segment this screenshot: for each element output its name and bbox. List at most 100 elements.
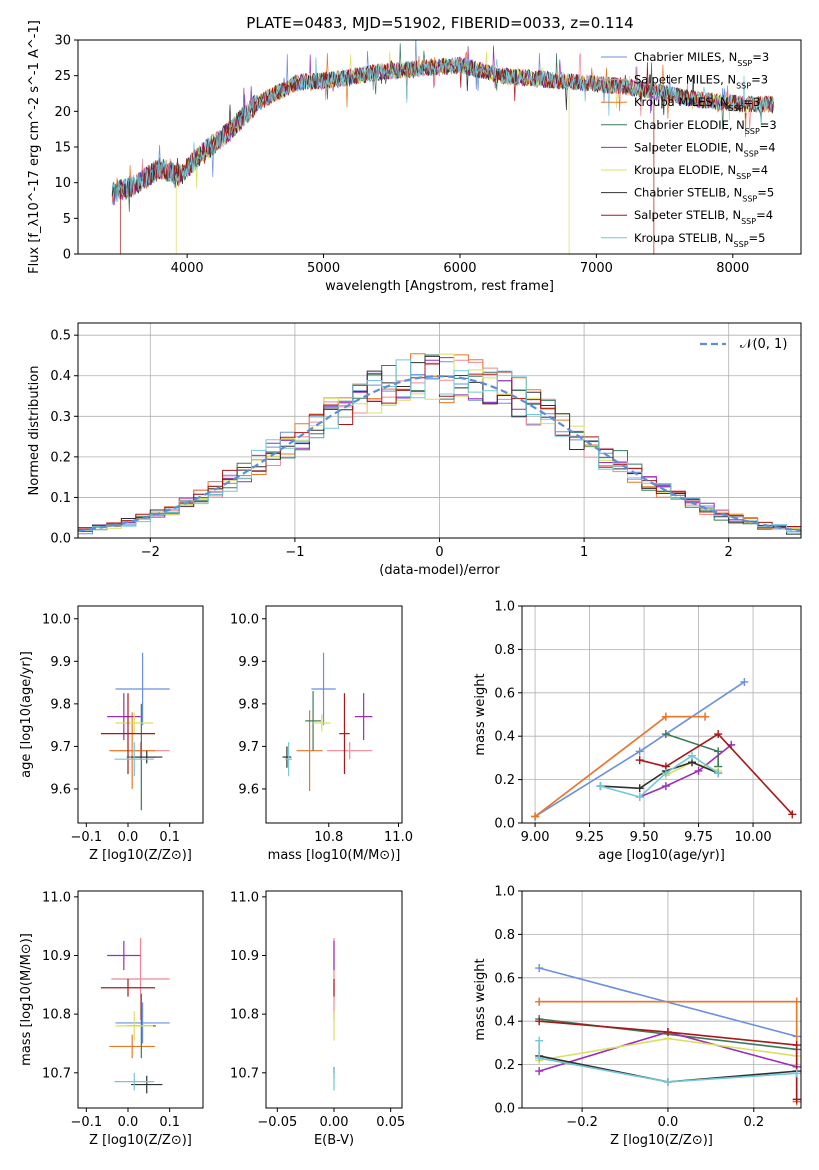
x-tick-label: 0.1 [159,1115,180,1130]
series-line-chabrier_stelib [600,761,719,790]
y-tick-label: 9.6 [50,782,71,797]
spectrum-legend: Chabrier MILES, NSSP=3 Salpeter MILES, NS… [601,50,777,248]
y-tick-label: 25 [54,69,71,84]
mass-age-plot-area [282,652,373,792]
point-marker-salpeter_stelib [635,756,644,765]
x-axis-label: wavelength [Angstrom, rest frame] [325,279,554,294]
y-tick-label: 9.9 [50,655,71,670]
residual-hist-panel: −2 −1 0 1 2 0.0 0.1 0.2 0.3 0.4 0.5 (data-model)/er… [27,322,802,578]
point-marker-chabrier_elodie [714,747,723,756]
y-tick-label: 15 [54,141,71,156]
y-tick-label: 0.0 [494,1102,515,1117]
point-marker-kroupa_stelib [535,1036,544,1045]
point-marker-kroupa_miles [531,812,540,821]
y-tick-label: 0.4 [494,1015,515,1030]
y-tick-label: 0.8 [494,928,515,943]
spectrum-plot-area [111,40,775,254]
y-tick-label: 0.2 [494,773,515,788]
x-tick-label: 0 [435,545,443,560]
series-line-kroupa_stelib [600,754,719,798]
mass-age-panel: 10.8 11.0 9.6 9.7 9.8 9.9 10.0 mass [log10(M/M⊙… [230,605,413,863]
x-tick-label: −2 [141,545,160,560]
y-tick-label: 10.9 [42,949,71,964]
y-tick-label: 10.8 [42,1008,71,1023]
age-weight-plot-area [522,606,801,823]
point-marker-chabrier_elodie [661,730,670,739]
series-line-salpeter_stelib [639,733,793,815]
x-axis-label: Z [log10(Z/Z⊙)] [89,1133,192,1148]
point-marker-kroupa_stelib [663,1077,672,1086]
y-tick-label: 0.6 [494,971,515,986]
x-tick-label: −1 [285,545,304,560]
normal-curve [78,375,801,532]
y-tick-label: 0.8 [494,643,515,658]
legend-label-normal: 𝒩(0, 1) [740,337,787,352]
x-tick-label: 8000 [716,261,749,276]
y-tick-label: 1.0 [494,885,515,900]
point-marker-kroupa_stelib [596,782,605,791]
point-marker-kroupa_stelib [635,792,644,801]
legend-label-salpeter_elodie: Salpeter ELODIE, NSSP=4 [634,140,776,158]
x-tick-label: 9.50 [630,830,659,845]
z-weight-plot-area [522,891,801,1108]
y-tick-label: 9.8 [238,697,259,712]
age-weight-panel: 9.00 9.25 9.50 9.75 10.00 0.0 0.2 0.4 0.6 0.8 1.0 a… [473,600,802,863]
spectrum-line-kroupa_stelib [111,56,774,203]
y-tick-label: 11.0 [230,890,259,905]
z-weight-panel: −0.2 0.0 0.2 0.0 0.2 0.4 0.6 0.8 1.0 Z [log10(Z/Z… [473,885,802,1148]
x-tick-label: 11.0 [384,830,413,845]
x-tick-label: 4000 [171,261,204,276]
series-line-kroupa_stelib [538,1040,797,1083]
point-marker-chabrier_miles [635,747,644,756]
y-tick-label: 10.0 [230,612,259,627]
y-tick-label: 5 [63,212,71,227]
x-tick-label: 5000 [307,261,340,276]
y-tick-label: 0 [63,248,71,263]
point-marker-salpeter_stelib [714,730,723,739]
x-axis-label: Z [log10(Z/Z⊙)] [89,848,192,863]
x-tick-label: 0.0 [658,1115,679,1130]
point-marker-chabrier_miles [740,677,749,686]
z-age-frame [77,605,204,824]
x-tick-label: 0.05 [376,1115,405,1130]
point-marker-kroupa_stelib [535,1054,544,1063]
y-tick-label: 11.0 [42,890,71,905]
legend-label-chabrier_miles: Chabrier MILES, NSSP=3 [634,50,769,68]
y-tick-label: 0.4 [50,369,71,384]
legend-label-chabrier_elodie: Chabrier ELODIE, NSSP=3 [634,118,777,136]
z-weight-frame [521,890,802,1109]
y-tick-label: 10.0 [42,612,71,627]
y-axis-label: mass weight [473,958,488,1040]
y-tick-label: 10.9 [230,949,259,964]
legend-label-kroupa_elodie: Kroupa ELODIE, NSSP=4 [634,163,768,181]
x-tick-label: 9.25 [575,830,604,845]
mass-age-frame [265,605,403,824]
y-tick-label: 1.0 [494,600,515,615]
y-tick-label: 9.8 [50,697,71,712]
point-marker-salpeter_stelib [792,1095,801,1104]
x-tick-label: 7000 [580,261,613,276]
y-tick-label: 10.8 [230,1008,259,1023]
hist-step-kroupa_stelib [78,359,801,538]
y-tick-label: 9.7 [238,740,259,755]
point-marker-kroupa_miles [701,712,710,721]
y-tick-label: 10.7 [42,1066,71,1081]
point-marker-kroupa_stelib [792,1069,801,1078]
point-marker-salpeter_elodie [694,766,703,775]
y-axis-label: age [log10(age/yr)] [19,651,34,778]
z-mass-plot-area [100,937,170,1094]
x-tick-label: 0.0 [118,1115,139,1130]
point-marker-salpeter_stelib [663,1028,672,1037]
y-tick-label: 0.6 [494,686,515,701]
x-tick-label: 0.0 [118,830,139,845]
x-tick-label: 9.00 [521,830,550,845]
y-tick-label: 0.3 [50,410,71,425]
point-marker-kroupa_miles [792,997,801,1006]
point-marker-kroupa_miles [535,997,544,1006]
y-tick-label: 0.2 [494,1058,515,1073]
x-tick-label: 6000 [443,261,476,276]
x-tick-label: 9.75 [684,830,713,845]
point-marker-salpeter_elodie [535,1067,544,1076]
point-marker-kroupa_stelib [714,769,723,778]
